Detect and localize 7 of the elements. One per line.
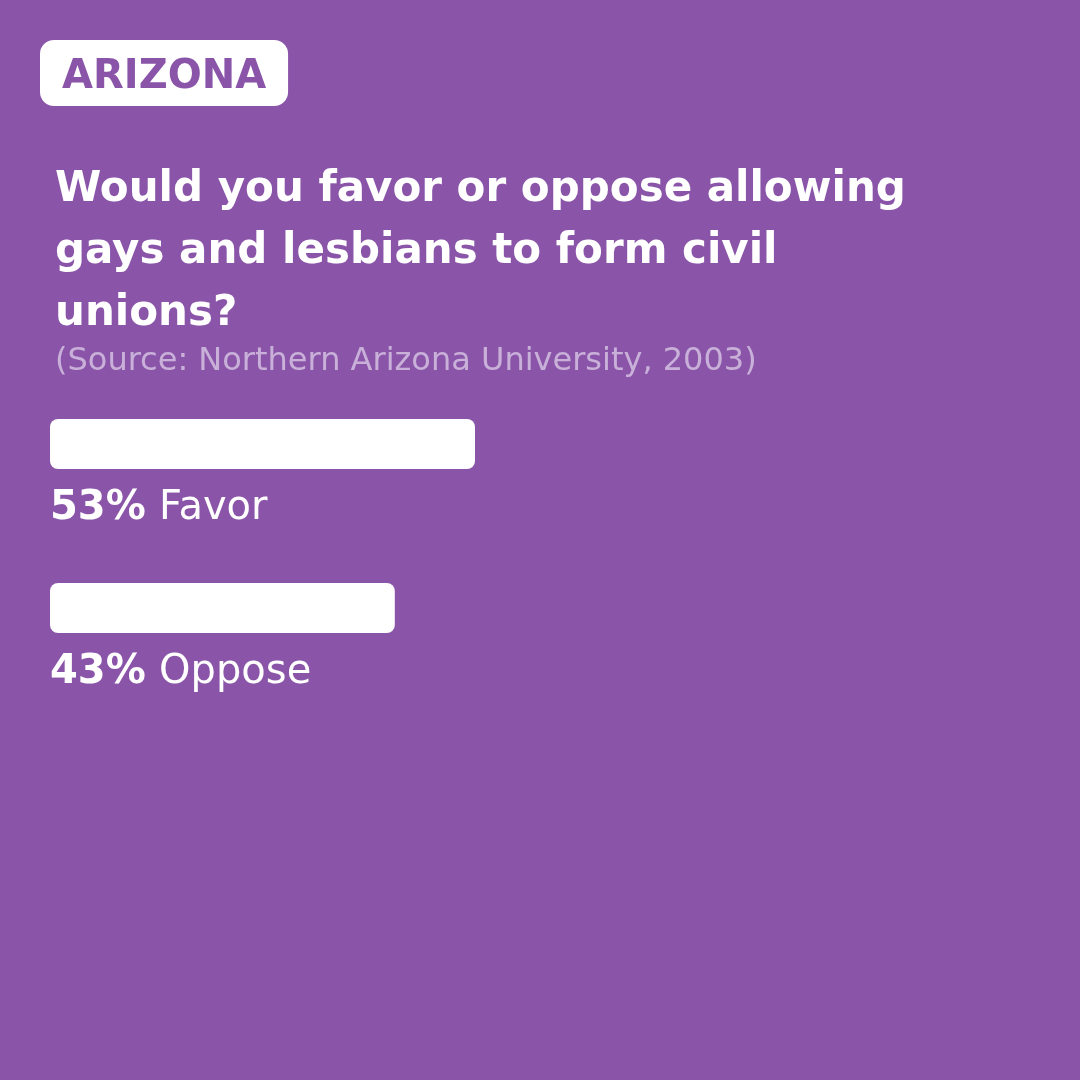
chart-subtitle: ARIZONA [62,51,267,97]
data-label: 43% [50,646,146,692]
data-label: 53% [50,482,146,528]
chart-title: Would you favor or oppose allowing gays and lesbians to form civil unions? [55,161,921,335]
y-tick-label: Oppose [159,646,312,692]
y-tick-label: Favor [159,482,269,528]
text: (Source: Northern Arizona University, 2003) [55,340,757,378]
